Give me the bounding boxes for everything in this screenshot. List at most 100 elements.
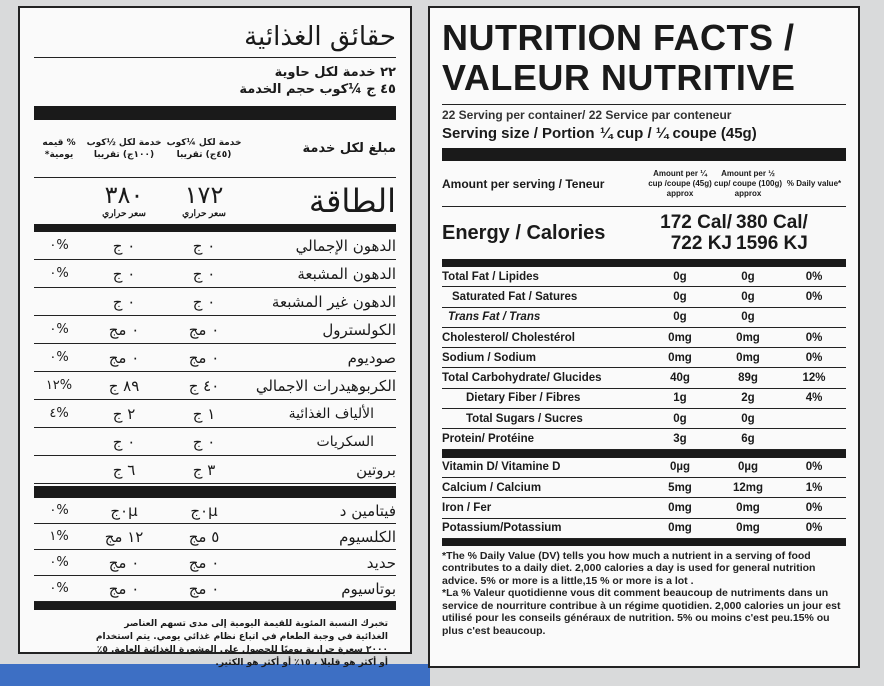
value-per-quarter-cup: ٠ ج	[192, 264, 216, 283]
col-quarter: Amount per ¼ cup /coupe (45g) approx	[648, 168, 712, 198]
value-per-half-cup: 0g	[741, 290, 755, 303]
nutrient-row: Dietary Fiber / Fibres 1g 2g 4%	[442, 389, 846, 410]
nutrient-name: الكولسترول	[322, 320, 396, 339]
arabic-footnote: تخبرك النسبة المئوية للقيمة اليومية إلى …	[95, 619, 388, 668]
energy-quarter: 172 Cal/ 722 KJ	[660, 212, 732, 254]
nutrient-name: Total Carbohydrate/ Glucides	[442, 372, 602, 385]
nutrient-row: حديد ٠ مج ٠ مج %٠	[34, 550, 396, 576]
daily-value-percent: 0%	[805, 270, 823, 283]
nutrient-name: Dietary Fiber / Fibres	[466, 392, 581, 405]
nutrient-name: الكربوهيدرات الاجمالي	[255, 376, 396, 395]
arabic-servings-per-container: ٢٢ خدمة لكل حاوية	[274, 65, 396, 80]
value-per-quarter-cup: 0g	[673, 290, 687, 303]
value-per-half-cup: 0mg	[736, 522, 760, 535]
value-per-quarter-cup: ٥ مج	[188, 527, 220, 546]
nutrient-name: Protein/ Protéine	[442, 433, 535, 446]
arabic-col-dv: % قيمه يومية*	[42, 137, 76, 160]
nutrient-row: الدهون المشبعة ٠ ج ٠ ج %٠	[34, 260, 396, 288]
daily-value-percent: %٠	[49, 350, 69, 365]
amount-per-serving: Amount per serving / Teneur	[442, 176, 605, 191]
background-strip	[0, 664, 430, 686]
arabic-serving-size: ٤٥ ج ¼كوب حجم الخدمة	[239, 82, 396, 97]
energy-value: ١٧٢	[184, 182, 224, 209]
value-per-quarter-cup: ٠ ج	[192, 292, 216, 311]
arabic-energy-quarter: ١٧٢ سعر حراري	[164, 182, 244, 219]
value-per-half-cup: 0mg	[736, 501, 760, 514]
footnote-french: *La % Valeur quotidienne vous dit commen…	[442, 587, 841, 637]
col-half: Amount per ½ cup/ coupe (100g) approx	[714, 168, 783, 198]
nutrient-name: Calcium / Calcium	[442, 481, 542, 494]
daily-value-percent: 4%	[805, 392, 823, 405]
value-per-half-cup: ٠ مج	[108, 320, 140, 339]
value-per-half-cup: 0mg	[736, 351, 760, 364]
daily-value-percent: 1%	[805, 481, 823, 494]
nutrient-row: Potassium/Potassium 0mg 0mg 0%	[442, 519, 846, 539]
arabic-energy-half: ٣٨٠ سعر حراري	[84, 184, 164, 219]
value-per-quarter-cup: ١ ج	[192, 404, 216, 423]
nutrient-row: Trans Fat / Trans 0g 0g	[442, 308, 846, 328]
divider-thick	[442, 259, 846, 267]
energy-values: 172 Cal/ 722 KJ 380 Cal/ 1596 KJ	[646, 212, 846, 254]
value-per-half-cup: 0µg	[737, 461, 759, 474]
nutrient-name: الدهون المشبعة	[297, 264, 396, 283]
arabic-column-headers: مبلغ لكل خدمة خدمة لكل ¼كوب (٤٥ج) تقريبا…	[34, 120, 396, 178]
value-per-half-cup: ٢ ج	[112, 404, 136, 423]
value-per-half-cup: ٠ ج	[112, 432, 136, 451]
serving-size-label: Serving size / Portion	[442, 124, 595, 142]
value-per-half-cup: 0g	[741, 270, 755, 283]
value-per-quarter-cup: ٠µج	[190, 501, 218, 520]
daily-value-percent: 12%	[802, 372, 826, 385]
value-per-quarter-cup: 0mg	[668, 331, 692, 344]
value-per-quarter-cup: ٠ ج	[192, 236, 216, 255]
nutrient-row: الدهون الإجمالي ٠ ج ٠ ج %٠	[34, 232, 396, 260]
nutrient-row: Saturated Fat / Satures 0g 0g 0%	[442, 287, 846, 308]
value-per-quarter-cup: 0g	[673, 412, 687, 425]
value-per-half-cup: ٠ مج	[108, 553, 140, 572]
value-per-quarter-cup: 1g	[673, 392, 687, 405]
nutrient-row: Sodium / Sodium 0mg 0mg 0%	[442, 348, 846, 369]
value-per-quarter-cup: 0g	[673, 311, 687, 324]
nutrient-row: الدهون غير المشبعة ٠ ج ٠ ج	[34, 288, 396, 316]
daily-value-percent: 0%	[805, 290, 823, 303]
nutrient-row: Vitamin D/ Vitamine D 0µg 0µg 0%	[442, 458, 846, 478]
arabic-nutrition-panel: حقائق الغذائية ٢٢ خدمة لكل حاوية ٤٥ ج ¼ك…	[18, 6, 412, 668]
nutrient-row: Cholesterol/ Cholestérol 0mg 0mg 0%	[442, 328, 846, 349]
divider-thick	[442, 538, 846, 546]
value-per-half-cup: ٠µج	[110, 501, 138, 520]
nutrient-row: Total Sugars / Sucres 0g 0g	[442, 409, 846, 430]
arabic-title: حقائق الغذائية	[34, 8, 396, 58]
daily-value-percent: 0%	[805, 522, 823, 535]
title-line: VALEUR NUTRITIVE	[442, 57, 796, 98]
col-dv: % Daily value*	[786, 179, 842, 188]
nutrient-name: الكلسيوم	[339, 527, 396, 546]
value-per-quarter-cup: ٠ مج	[188, 348, 220, 367]
arabic-serving-info: ٢٢ خدمة لكل حاوية ٤٥ ج ¼كوب حجم الخدمة	[34, 58, 396, 106]
value-per-quarter-cup: 5mg	[668, 481, 692, 494]
nutrient-name: Total Fat / Lipides	[442, 270, 539, 283]
daily-value-percent: 0%	[805, 461, 823, 474]
daily-value-percent: 0%	[805, 501, 823, 514]
english-nutrition-panel: NUTRITION FACTS / VALEUR NUTRITIVE 22 Se…	[428, 6, 860, 668]
energy-row: Energy / Calories 172 Cal/ 722 KJ 380 Ca…	[442, 207, 846, 259]
servings-per-container: 22 Serving per container/ 22 Service par…	[442, 104, 846, 122]
nutrient-name: الدهون غير المشبعة	[271, 292, 396, 311]
arabic-energy-label: الطاقة	[308, 182, 396, 220]
value-per-quarter-cup: ٠ مج	[188, 579, 220, 598]
title-line: NUTRITION FACTS /	[442, 17, 795, 58]
divider-thick	[442, 148, 846, 161]
value-per-half-cup: 0g	[741, 311, 755, 324]
value-per-quarter-cup: 0mg	[668, 522, 692, 535]
nutrient-name: Total Sugars / Sucres	[466, 412, 583, 425]
daily-value-percent: %٠	[49, 238, 69, 253]
value-per-half-cup: ٠ ج	[112, 264, 136, 283]
nutrient-row: Iron / Fer 0mg 0mg 0%	[442, 498, 846, 519]
nutrient-name: بوتاسيوم	[341, 579, 396, 598]
daily-value-percent: %٠	[49, 266, 69, 281]
value-per-quarter-cup: 0g	[673, 270, 687, 283]
nutrient-name: Vitamin D/ Vitamine D	[442, 461, 561, 474]
nutrient-name: السكريات	[316, 433, 374, 450]
daily-value-percent: %٠	[49, 581, 69, 596]
daily-value-percent: 0%	[805, 351, 823, 364]
divider-thick	[34, 602, 396, 610]
arabic-vitamin-table: فيتامين د ٠µج ٠µج %٠ الكلسيوم ٥ مج ١٢ مج %١ حديد…	[34, 498, 396, 602]
